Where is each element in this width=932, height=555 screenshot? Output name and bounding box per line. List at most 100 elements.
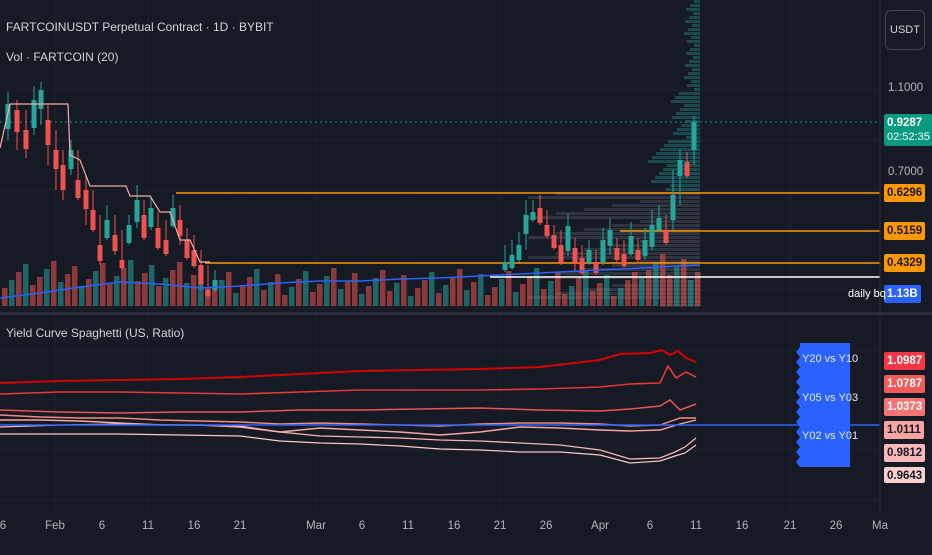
- candle-body: [75, 180, 81, 198]
- volume-bar: [268, 282, 274, 306]
- volume-bar: [51, 261, 57, 306]
- candle-body: [148, 208, 154, 227]
- volume-bar: [464, 290, 470, 306]
- volume-indicator-label[interactable]: Vol · FARTCOIN (20): [6, 50, 119, 64]
- candle-body: [83, 190, 89, 209]
- volume-bar: [79, 287, 85, 306]
- candle-body: [684, 162, 690, 176]
- volume-bar: [520, 284, 526, 306]
- volume-bar: [177, 262, 183, 306]
- candle-body: [586, 250, 592, 263]
- yield-line-7: [0, 433, 697, 464]
- level-tag: 0.6296: [884, 184, 926, 202]
- time-label: 21: [783, 520, 797, 532]
- candle-body: [104, 220, 110, 238]
- grid-lines: [0, 0, 880, 515]
- volume-bar: [310, 292, 316, 306]
- time-label: 6: [98, 520, 106, 532]
- time-label: Feb: [45, 520, 65, 532]
- candle-body: [90, 210, 96, 230]
- volume-profile-bin: [680, 108, 700, 111]
- candle-body: [642, 240, 648, 256]
- candle-body: [141, 215, 147, 238]
- countdown-timer: 02:52:35: [887, 131, 930, 143]
- volume-bar: [569, 286, 575, 306]
- volume-bar: [611, 296, 617, 306]
- indicator-tag: 0.9643: [884, 467, 926, 483]
- price-tick: 1.1000: [888, 82, 924, 94]
- volume-profile-bin: [688, 72, 700, 75]
- time-label: 6: [358, 520, 366, 532]
- volume-profile-bin: [660, 300, 700, 303]
- candle-body: [565, 226, 571, 251]
- volume-bar: [156, 286, 162, 306]
- volume-profile-bin: [687, 40, 700, 43]
- volume-bar: [478, 274, 484, 306]
- volume-bar: [170, 270, 176, 306]
- pane-divider[interactable]: [0, 312, 932, 315]
- volume-profile-bin: [693, 56, 700, 59]
- indicator-title[interactable]: Yield Curve Spaghetti (US, Ratio): [6, 326, 185, 340]
- volume-bar: [485, 295, 491, 306]
- volume-bar: [114, 276, 120, 306]
- volume-profile-bin: [656, 152, 700, 155]
- volume-profile-bin: [528, 236, 700, 239]
- candle-body: [523, 215, 529, 234]
- last-price-tag: 0.9287 02:52:35: [884, 114, 932, 146]
- time-label: Ma: [872, 520, 888, 532]
- candle-body: [677, 160, 683, 176]
- volume-profile-bin: [655, 176, 700, 179]
- volume-bar: [65, 274, 71, 306]
- volume-bar: [604, 275, 610, 306]
- candle-body: [205, 290, 211, 296]
- symbol-title[interactable]: FARTCOINUSDT Perpetual Contract · 1D · B…: [6, 20, 274, 34]
- indicator-tag: 1.0111: [884, 421, 924, 439]
- volume-bar: [359, 294, 365, 306]
- volume-profile-bin: [660, 148, 700, 151]
- volume-bar: [212, 288, 218, 306]
- candle-body: [53, 150, 59, 169]
- volume-bar: [527, 276, 533, 306]
- level-tag: 0.5159: [884, 222, 926, 240]
- last-price-value: 0.9287: [887, 117, 923, 129]
- volume-profile-bin: [528, 196, 700, 199]
- volume-bar: [226, 272, 232, 306]
- volume-bar: [366, 286, 372, 306]
- candle-body: [60, 165, 66, 190]
- volume-profile-bin: [690, 48, 700, 51]
- candle-body: [31, 100, 37, 128]
- indicator-tag: 1.0987: [884, 352, 926, 370]
- volume-bar: [30, 285, 36, 306]
- volume-bar: [296, 279, 302, 306]
- yield-line-y20-y10: [0, 348, 697, 384]
- candle-body: [119, 260, 125, 268]
- volume-profile-bin: [648, 160, 700, 163]
- volume-profile-bin: [694, 88, 700, 91]
- volume-profile-bin: [690, 4, 700, 7]
- volume-profile-bin: [640, 220, 700, 223]
- candle-body: [45, 120, 51, 145]
- volume-bar: [107, 284, 113, 306]
- volume-profile-bin: [666, 188, 700, 191]
- candle-body: [551, 235, 557, 248]
- candle-body: [600, 240, 606, 263]
- time-label: 11: [402, 520, 414, 532]
- volume-profile-bin: [612, 244, 700, 247]
- indicator-tag: 1.0787: [884, 375, 926, 393]
- volume-bar: [688, 280, 694, 306]
- volume-bar: [597, 283, 603, 306]
- volume-bar: [44, 269, 50, 306]
- candle-body: [97, 245, 103, 261]
- volume-profile-bin: [664, 144, 700, 147]
- volume-bar: [401, 275, 407, 306]
- time-label: 16: [735, 520, 749, 532]
- candlestick-series[interactable]: [5, 82, 697, 298]
- volume-bar: [387, 291, 393, 306]
- volume-bar: [317, 284, 323, 306]
- currency-button[interactable]: USDT: [885, 10, 925, 50]
- level-lines[interactable]: [0, 121, 880, 278]
- volume-bar: [261, 290, 267, 306]
- candle-body: [628, 236, 634, 254]
